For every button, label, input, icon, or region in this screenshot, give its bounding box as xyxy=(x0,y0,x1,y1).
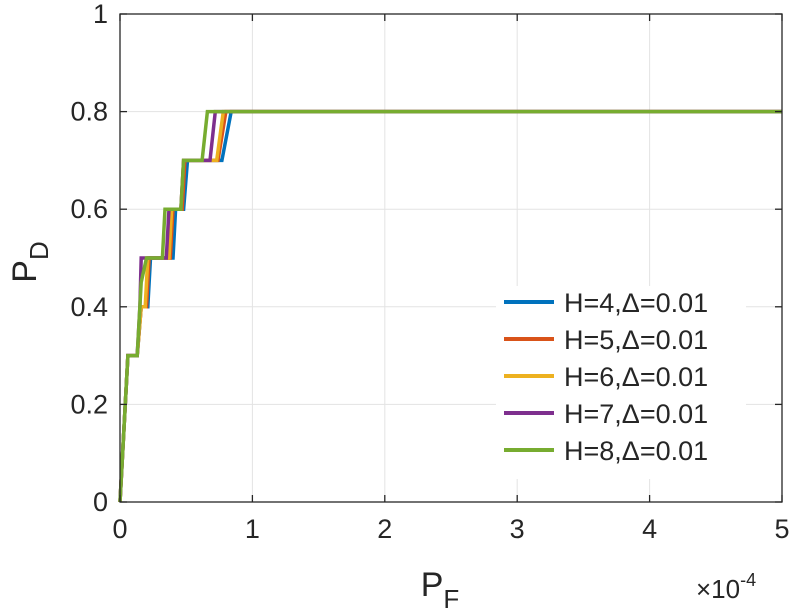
x-axis-ticks: 0 1 2 3 4 5 xyxy=(112,14,790,544)
x-tick-label: 4 xyxy=(642,514,657,544)
y-axis-label-sub: D xyxy=(24,241,54,260)
x-tick-label: 3 xyxy=(510,514,525,544)
x-tick-label: 2 xyxy=(377,514,392,544)
legend-box xyxy=(496,286,746,479)
legend-label-1: H=4,Δ=0.01 xyxy=(564,288,708,318)
y-axis-label: PD xyxy=(6,241,54,282)
legend-label-4: H=7,Δ=0.01 xyxy=(564,399,708,429)
legend-label-3: H=6,Δ=0.01 xyxy=(564,362,708,392)
y-tick-label: 0.6 xyxy=(70,194,108,224)
x-axis-label-main: P xyxy=(421,566,444,604)
x-axis-multiplier: ×10-4 xyxy=(696,570,756,604)
y-tick-label: 0 xyxy=(93,487,108,517)
x-multiplier-base: ×10 xyxy=(696,574,740,604)
x-tick-label: 1 xyxy=(245,514,260,544)
legend-label-5: H=8,Δ=0.01 xyxy=(564,436,708,466)
series-line-5 xyxy=(118,109,782,503)
y-tick-label: 0.8 xyxy=(70,97,108,127)
x-axis-label: PF xyxy=(421,566,460,614)
y-tick-label: 1 xyxy=(93,0,108,29)
x-axis-label-sub: F xyxy=(443,584,459,614)
x-tick-label: 5 xyxy=(774,514,789,544)
y-axis-ticks: 0 0.2 0.4 0.6 0.8 1 xyxy=(70,0,782,517)
legend: H=4,Δ=0.01 H=5,Δ=0.01 H=6,Δ=0.01 H=7,Δ=0.01… xyxy=(496,286,746,479)
x-tick-label: 0 xyxy=(112,514,127,544)
y-tick-label: 0.4 xyxy=(70,292,108,322)
axes-box xyxy=(119,13,783,503)
y-axis-label-main: P xyxy=(6,260,44,283)
y-tick-label: 0.2 xyxy=(70,389,108,419)
series-layer xyxy=(118,109,782,503)
legend-label-2: H=5,Δ=0.01 xyxy=(564,325,708,355)
x-multiplier-exponent: -4 xyxy=(740,570,756,590)
